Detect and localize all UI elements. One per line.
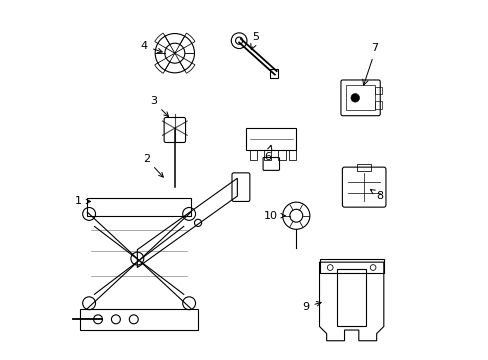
Text: 10: 10 bbox=[264, 211, 285, 221]
Text: 4: 4 bbox=[141, 41, 162, 53]
Text: 9: 9 bbox=[302, 302, 321, 312]
Text: 1: 1 bbox=[75, 197, 90, 206]
Text: 7: 7 bbox=[370, 43, 378, 53]
Circle shape bbox=[350, 94, 359, 102]
Text: 5: 5 bbox=[251, 32, 258, 42]
Text: 6: 6 bbox=[264, 145, 271, 162]
Text: 3: 3 bbox=[150, 96, 168, 117]
Text: 2: 2 bbox=[142, 154, 163, 177]
Text: 8: 8 bbox=[370, 189, 383, 201]
